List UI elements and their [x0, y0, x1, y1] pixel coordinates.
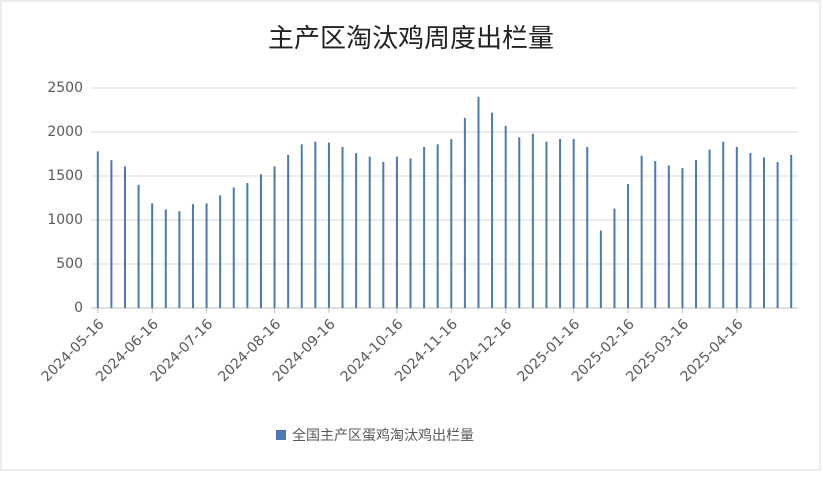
legend-label: 全国主产区蛋鸡淘汰鸡出栏量 — [292, 427, 474, 444]
bar — [355, 153, 358, 308]
bar — [708, 149, 711, 308]
bar — [667, 165, 670, 308]
bar — [518, 137, 521, 308]
bar — [436, 144, 439, 308]
bar — [613, 208, 616, 308]
bar — [246, 183, 249, 308]
bar — [735, 146, 738, 308]
bar — [423, 146, 426, 308]
bar — [722, 141, 725, 308]
bar — [164, 209, 167, 308]
bar — [790, 154, 793, 308]
bar — [178, 211, 181, 308]
bar — [763, 157, 766, 308]
bar — [341, 146, 344, 308]
bar — [395, 156, 398, 308]
bar — [123, 166, 126, 308]
bar — [96, 151, 99, 308]
chart-title: 主产区淘汰鸡周度出栏量 — [268, 24, 554, 54]
bar — [559, 139, 562, 308]
bar — [259, 174, 262, 308]
bar — [491, 112, 494, 308]
bar — [654, 161, 657, 308]
bar — [219, 195, 222, 308]
y-tick-label: 1500 — [47, 168, 83, 184]
legend-swatch — [276, 430, 286, 440]
bar — [273, 166, 276, 308]
bar — [191, 204, 194, 308]
bar — [382, 161, 385, 308]
bar — [409, 158, 412, 308]
bar — [640, 155, 643, 308]
bar — [749, 153, 752, 308]
bar — [776, 161, 779, 308]
bar — [300, 144, 303, 308]
bar — [504, 125, 507, 308]
y-tick-label: 1000 — [47, 212, 83, 228]
bar — [287, 154, 290, 308]
bar — [599, 230, 602, 308]
bar — [314, 141, 317, 308]
bar — [681, 168, 684, 308]
bar — [545, 141, 548, 308]
bar — [463, 117, 466, 308]
y-tick-label: 0 — [74, 300, 83, 316]
bar — [137, 184, 140, 308]
bar — [327, 142, 330, 308]
bar — [151, 203, 154, 308]
bar — [586, 146, 589, 308]
bar — [531, 133, 534, 308]
bar — [232, 187, 235, 308]
bar — [368, 156, 371, 308]
y-tick-label: 2500 — [47, 80, 83, 96]
y-tick-label: 500 — [56, 256, 83, 272]
bar — [477, 96, 480, 308]
bar — [450, 139, 453, 308]
bar — [110, 160, 113, 308]
bar — [627, 183, 630, 308]
bar — [572, 139, 575, 308]
bar — [695, 160, 698, 308]
y-tick-label: 2000 — [47, 124, 83, 140]
bar — [205, 203, 208, 308]
